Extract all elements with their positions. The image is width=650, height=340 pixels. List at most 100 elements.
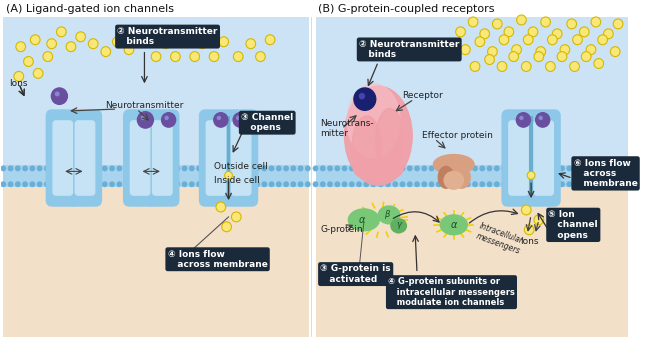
Circle shape bbox=[189, 181, 195, 187]
Circle shape bbox=[421, 181, 427, 187]
Circle shape bbox=[87, 181, 93, 187]
Circle shape bbox=[43, 52, 53, 62]
Circle shape bbox=[545, 166, 551, 171]
Circle shape bbox=[298, 181, 304, 187]
FancyBboxPatch shape bbox=[534, 121, 553, 195]
Circle shape bbox=[545, 181, 551, 187]
Ellipse shape bbox=[354, 160, 402, 180]
Circle shape bbox=[23, 56, 33, 67]
Circle shape bbox=[527, 171, 535, 179]
Circle shape bbox=[164, 116, 169, 120]
Circle shape bbox=[29, 181, 35, 187]
Text: $\alpha$: $\alpha$ bbox=[358, 215, 366, 225]
Circle shape bbox=[465, 181, 471, 187]
Circle shape bbox=[359, 93, 365, 100]
Circle shape bbox=[14, 71, 23, 81]
Circle shape bbox=[523, 181, 528, 187]
Text: $\gamma$: $\gamma$ bbox=[396, 220, 403, 231]
Circle shape bbox=[225, 166, 231, 171]
Circle shape bbox=[161, 39, 170, 49]
Text: Effector protein: Effector protein bbox=[422, 131, 493, 140]
Circle shape bbox=[58, 166, 64, 171]
Circle shape bbox=[595, 166, 601, 171]
Circle shape bbox=[535, 112, 551, 128]
Circle shape bbox=[80, 181, 86, 187]
Circle shape bbox=[515, 181, 521, 187]
Circle shape bbox=[334, 181, 340, 187]
Circle shape bbox=[240, 181, 246, 187]
Circle shape bbox=[44, 181, 49, 187]
Circle shape bbox=[552, 166, 558, 171]
Circle shape bbox=[261, 166, 267, 171]
Circle shape bbox=[334, 166, 340, 171]
Circle shape bbox=[75, 112, 95, 132]
Circle shape bbox=[66, 42, 76, 52]
Ellipse shape bbox=[376, 108, 404, 173]
Circle shape bbox=[414, 181, 420, 187]
Text: ⑤ Ion
   channel
   opens: ⑤ Ion channel opens bbox=[549, 210, 598, 240]
Circle shape bbox=[414, 166, 420, 171]
Circle shape bbox=[480, 29, 489, 39]
FancyBboxPatch shape bbox=[527, 110, 560, 206]
Circle shape bbox=[261, 181, 267, 187]
Circle shape bbox=[51, 166, 57, 171]
Circle shape bbox=[541, 17, 551, 27]
Circle shape bbox=[51, 87, 68, 105]
FancyBboxPatch shape bbox=[53, 121, 72, 195]
Circle shape bbox=[468, 17, 478, 27]
Text: ④ Ions flow
   across membrane: ④ Ions flow across membrane bbox=[168, 250, 268, 269]
Text: Ions: Ions bbox=[520, 237, 538, 246]
Circle shape bbox=[470, 62, 480, 71]
Circle shape bbox=[124, 181, 129, 187]
Circle shape bbox=[530, 181, 536, 187]
Circle shape bbox=[131, 112, 150, 132]
Text: (A) Ligand-gated ion channels: (A) Ligand-gated ion channels bbox=[6, 4, 174, 14]
Circle shape bbox=[523, 166, 528, 171]
Circle shape bbox=[141, 115, 146, 120]
Circle shape bbox=[428, 166, 434, 171]
FancyBboxPatch shape bbox=[206, 121, 226, 195]
Text: ② Neurotransmitter
   binds: ② Neurotransmitter binds bbox=[118, 27, 218, 46]
Circle shape bbox=[488, 47, 497, 56]
Circle shape bbox=[170, 52, 180, 62]
Circle shape bbox=[581, 52, 591, 62]
Circle shape bbox=[233, 166, 238, 171]
FancyBboxPatch shape bbox=[75, 121, 95, 195]
Text: G-protein: G-protein bbox=[320, 225, 363, 234]
FancyBboxPatch shape bbox=[46, 110, 79, 206]
Circle shape bbox=[560, 45, 570, 55]
Circle shape bbox=[268, 166, 274, 171]
Circle shape bbox=[521, 62, 531, 71]
FancyBboxPatch shape bbox=[200, 110, 233, 206]
Circle shape bbox=[327, 181, 333, 187]
Circle shape bbox=[254, 166, 260, 171]
Circle shape bbox=[36, 181, 42, 187]
Circle shape bbox=[8, 181, 14, 187]
Ellipse shape bbox=[453, 166, 470, 188]
Text: ④ G-protein subunits or
   intracellular messengers
   modulate ion channels: ④ G-protein subunits or intracellular me… bbox=[388, 277, 515, 307]
Circle shape bbox=[151, 52, 161, 62]
Circle shape bbox=[1, 181, 7, 187]
Circle shape bbox=[181, 166, 187, 171]
Circle shape bbox=[116, 181, 122, 187]
Circle shape bbox=[501, 166, 507, 171]
Circle shape bbox=[167, 181, 173, 187]
Circle shape bbox=[588, 181, 594, 187]
Circle shape bbox=[534, 112, 553, 132]
Ellipse shape bbox=[440, 215, 467, 235]
Bar bbox=[3, 166, 309, 187]
Circle shape bbox=[443, 166, 449, 171]
Circle shape bbox=[552, 29, 562, 39]
Circle shape bbox=[112, 37, 122, 47]
Circle shape bbox=[494, 181, 500, 187]
Bar bbox=[227, 116, 231, 195]
Circle shape bbox=[356, 181, 362, 187]
Circle shape bbox=[225, 171, 233, 179]
Circle shape bbox=[211, 181, 216, 187]
Circle shape bbox=[588, 166, 594, 171]
Circle shape bbox=[487, 166, 493, 171]
Circle shape bbox=[233, 181, 238, 187]
Circle shape bbox=[102, 166, 108, 171]
Circle shape bbox=[586, 45, 596, 55]
Ellipse shape bbox=[434, 155, 474, 174]
